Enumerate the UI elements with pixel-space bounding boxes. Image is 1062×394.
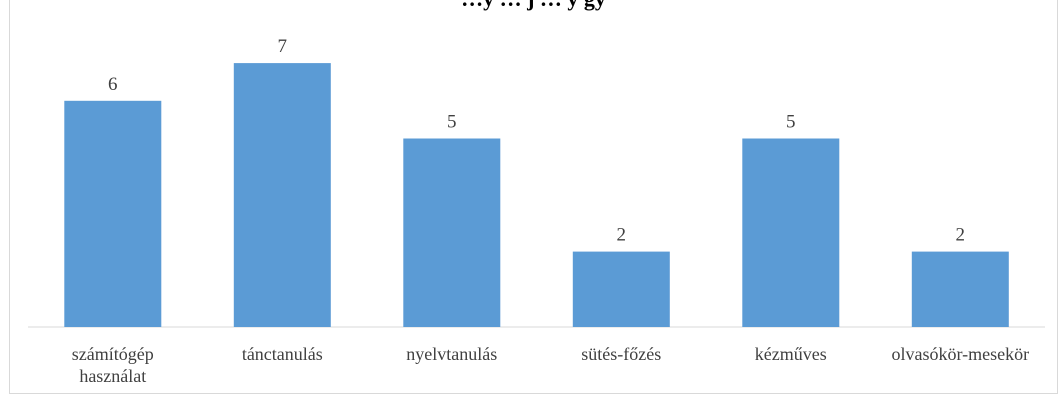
category-label: számítógép használat (72, 344, 154, 386)
category-label: nyelvtanulás (406, 344, 497, 364)
bar (572, 251, 670, 327)
bar (64, 100, 162, 327)
category-label: sütés-főzés (581, 344, 661, 364)
data-label: 2 (617, 225, 627, 246)
data-label: 5 (447, 112, 457, 133)
data-label: 5 (786, 112, 796, 133)
category-label: olvasókör-mesekör (891, 344, 1029, 364)
bar (403, 138, 501, 327)
category-label: kézműves (755, 344, 827, 364)
bar (742, 138, 840, 327)
data-label: 7 (278, 36, 288, 57)
chart-title: …y … j … y gy (9, 0, 1058, 12)
data-label: 2 (956, 225, 966, 246)
category-label: tánctanulás (242, 344, 323, 364)
data-label: 6 (108, 74, 118, 95)
bar (911, 251, 1009, 327)
bar (233, 63, 331, 327)
